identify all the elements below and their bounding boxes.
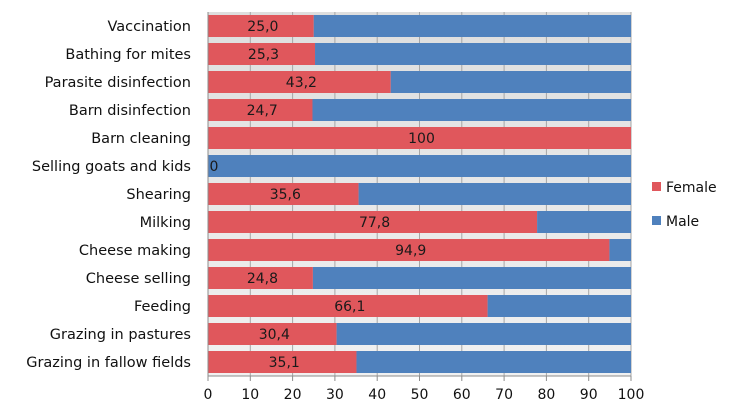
value-label: 43,2 (286, 75, 317, 91)
category-label: Grazing in fallow fields (26, 355, 191, 371)
bar-male-7 (358, 183, 631, 205)
category-label: Cheese making (79, 243, 191, 259)
category-labels: Vaccination Bathing for mites Parasite dis… (26, 19, 191, 371)
value-label: 25,0 (247, 19, 278, 35)
value-label: 24,8 (247, 271, 278, 287)
bars (208, 15, 631, 373)
bar-female-9 (208, 239, 610, 261)
bar-female-1 (208, 15, 314, 37)
legend-label-male: Male (666, 214, 699, 230)
bar-male-2 (315, 43, 631, 65)
value-label: 100 (408, 131, 435, 147)
bar-female-10 (208, 267, 313, 289)
bar-male-13 (356, 351, 631, 373)
value-label: 66,1 (334, 299, 365, 315)
x-tick-label: 70 (495, 387, 513, 403)
category-label: Grazing in pastures (50, 327, 191, 343)
x-tick-label: 10 (241, 387, 259, 403)
bar-female-2 (208, 43, 316, 65)
bar-female-3 (208, 71, 391, 93)
bar-female-8 (208, 211, 538, 233)
value-label: 0 (210, 159, 219, 175)
bar-male-1 (313, 15, 631, 37)
bar-female-12 (208, 323, 337, 345)
x-tick-label: 0 (204, 387, 213, 403)
bar-male-8 (537, 211, 631, 233)
bar-female-13 (208, 351, 357, 373)
x-tick-label: 30 (326, 387, 344, 403)
x-axis: 0 10 20 30 40 50 60 70 80 90 100 (204, 12, 645, 403)
value-label: 35,1 (269, 355, 300, 371)
value-label: 94,9 (395, 243, 426, 259)
value-labels: 25,0 25,3 43,2 24,7 100 0 35,6 77,8 94,9 24,8 66,1… (210, 19, 435, 371)
bar-male-10 (312, 267, 631, 289)
x-tick-label: 90 (580, 387, 598, 403)
bar-female-4 (208, 99, 313, 121)
x-tick-label: 100 (618, 387, 645, 403)
category-label: Milking (140, 215, 191, 231)
value-label: 25,3 (248, 47, 279, 63)
bar-female-5 (208, 127, 631, 149)
legend-label-female: Female (666, 180, 717, 196)
x-tick-label: 80 (537, 387, 555, 403)
legend-swatch-male (652, 216, 661, 225)
category-label: Feeding (134, 299, 191, 315)
bar-male-4 (312, 99, 631, 121)
category-label: Parasite disinfection (45, 75, 191, 91)
bar-female-11 (208, 295, 488, 317)
category-label: Cheese selling (86, 271, 191, 287)
x-tick-label: 40 (368, 387, 386, 403)
value-label: 77,8 (359, 215, 390, 231)
bar-female-7 (208, 183, 359, 205)
legend-swatch-female (652, 182, 661, 191)
x-tick-label: 50 (411, 387, 429, 403)
category-label: Vaccination (107, 19, 191, 35)
x-tick-label: 60 (453, 387, 471, 403)
x-tick-label: 20 (284, 387, 302, 403)
bar-male-12 (336, 323, 631, 345)
bar-male-9 (609, 239, 631, 261)
category-label: Bathing for mites (65, 47, 191, 63)
category-label: Selling goats and kids (32, 159, 191, 175)
bar-male-6 (208, 155, 631, 177)
value-label: 30,4 (259, 327, 290, 343)
category-label: Barn disinfection (69, 103, 191, 119)
value-label: 24,7 (247, 103, 278, 119)
bar-male-3 (390, 71, 631, 93)
bar-male-11 (487, 295, 631, 317)
category-label: Barn cleaning (91, 131, 191, 147)
category-label: Shearing (126, 187, 191, 203)
value-label: 35,6 (270, 187, 301, 203)
legend: Female Male (652, 180, 717, 230)
